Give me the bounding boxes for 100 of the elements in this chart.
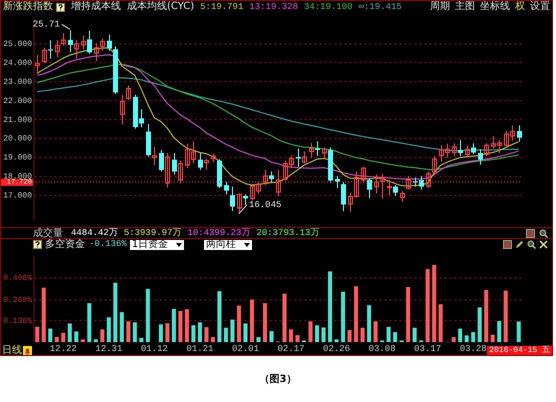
candlestick (276, 169, 281, 197)
text: 10:4399.23万 (187, 228, 250, 238)
bar (132, 322, 137, 342)
candlestick (374, 174, 379, 194)
candlestick (61, 32, 66, 46)
candlestick (465, 144, 470, 158)
bar (126, 321, 130, 342)
bar (61, 332, 66, 342)
text: 坐标线 (480, 1, 510, 13)
chart-subtitle: -0.136% (89, 239, 127, 250)
y-tick-label: 19.000 (3, 154, 32, 163)
bar (426, 269, 430, 342)
bar (191, 325, 196, 342)
candlestick (315, 140, 320, 157)
candlestick (484, 142, 489, 157)
candlestick (74, 40, 79, 60)
bar (184, 309, 189, 342)
annotation: 16.045 (248, 200, 282, 210)
bar (282, 294, 287, 342)
text: 周期 (430, 1, 450, 13)
bar (139, 338, 144, 342)
bar (172, 308, 176, 342)
candlestick (296, 148, 301, 168)
bar (504, 290, 508, 342)
candlestick (146, 124, 151, 158)
bar (315, 325, 320, 342)
bar (497, 321, 502, 342)
bar (100, 329, 104, 342)
bar (288, 329, 294, 342)
text: 5:19.791 (200, 1, 244, 13)
candlestick (426, 170, 431, 189)
candlestick (172, 152, 177, 175)
candlestick (452, 142, 457, 157)
candlestick (224, 182, 229, 195)
candlestick (335, 175, 340, 189)
y-tick-label: 25.000 (3, 40, 32, 49)
candlestick (406, 175, 411, 190)
text: 20:3793.13万 (256, 228, 320, 238)
bar (452, 337, 456, 342)
candlestick (48, 40, 53, 60)
candlestick (458, 140, 463, 157)
bar (42, 288, 46, 342)
candlestick (159, 150, 164, 172)
bar (412, 328, 417, 342)
candlestick (269, 170, 274, 183)
bar (471, 332, 476, 342)
bar (198, 322, 202, 342)
bar (386, 326, 391, 342)
candlestick (237, 192, 242, 214)
candlestick (107, 34, 112, 52)
bar (490, 334, 495, 342)
y-tick-label: 22.000 (3, 96, 32, 106)
text: 2016-04-15 五 (489, 346, 550, 355)
candlestick (204, 158, 209, 170)
text: 成交量 (33, 228, 63, 238)
candlestick (178, 160, 183, 184)
text: （图3） (260, 374, 296, 385)
bar (262, 303, 268, 342)
x-tick-label: 01.21 (186, 344, 214, 354)
text: 13:19.328 (249, 1, 298, 13)
y-tick-label: 23.000 (3, 78, 32, 87)
candlestick (432, 156, 437, 174)
candlestick (243, 194, 248, 206)
candlestick (35, 54, 40, 75)
x-tick-label: 02.17 (278, 344, 305, 354)
bar (374, 321, 378, 342)
bar (146, 288, 150, 342)
bar (367, 305, 372, 342)
candlestick (55, 40, 60, 58)
x-tick-label: 03.17 (414, 344, 442, 354)
bar (74, 331, 78, 342)
x-tick-label: 03.28 (460, 344, 487, 354)
candlestick (309, 142, 314, 158)
y-tick-label: 0.406% (3, 274, 32, 284)
bar (224, 328, 228, 342)
bar (54, 336, 59, 342)
candlestick (478, 148, 483, 166)
text: 34:19.100 (304, 1, 353, 13)
candlestick (126, 85, 131, 100)
candlestick (87, 30, 92, 54)
x-tick-label: 03.08 (368, 344, 396, 354)
candlestick (393, 184, 398, 196)
candlestick (230, 186, 235, 212)
bar (165, 323, 170, 342)
bar (432, 264, 436, 342)
bar (230, 320, 234, 342)
y-tick-label: 0.268% (3, 296, 32, 305)
text: 日线 (2, 345, 22, 356)
bar (478, 307, 482, 342)
y-tick-label: 21.000 (3, 116, 32, 125)
bar (87, 303, 92, 342)
bar (35, 326, 40, 342)
bar (308, 321, 313, 342)
bar (158, 324, 163, 342)
bar (243, 324, 248, 342)
candlestick (302, 151, 307, 164)
candlestick (152, 146, 157, 166)
bar (341, 292, 346, 342)
candlestick (100, 38, 105, 52)
bar (210, 337, 215, 342)
